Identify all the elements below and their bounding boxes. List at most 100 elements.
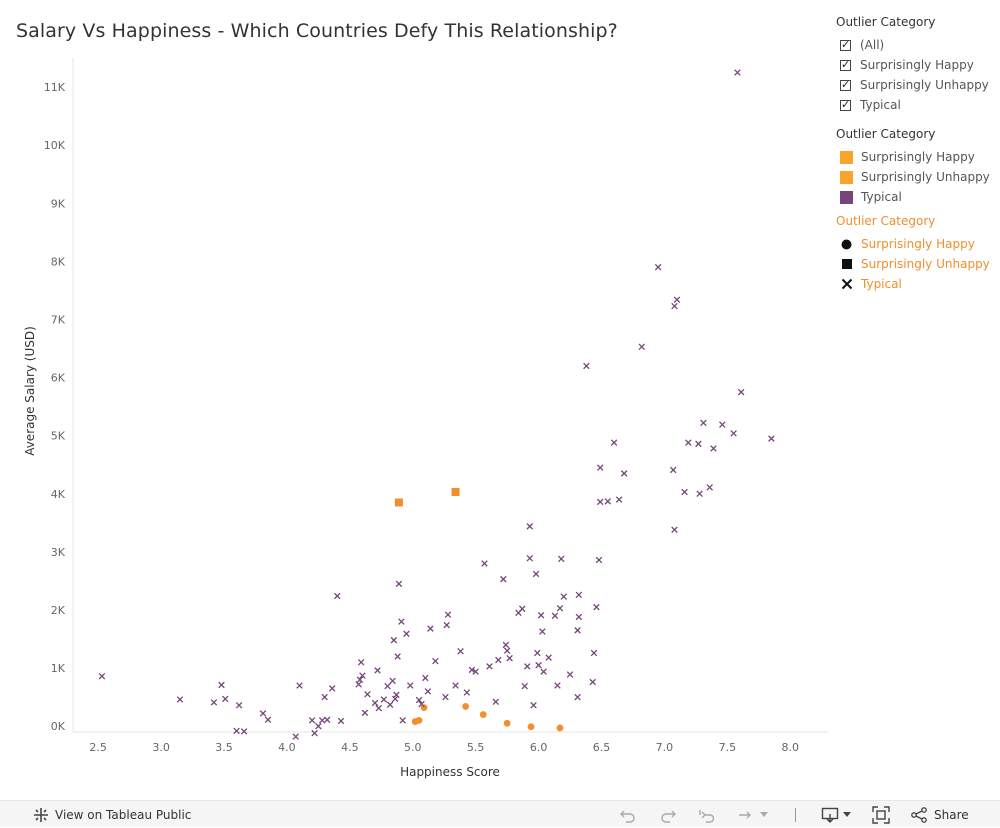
data-point[interactable] xyxy=(620,470,628,477)
data-point[interactable] xyxy=(296,682,303,689)
data-point[interactable] xyxy=(557,555,565,563)
data-point[interactable] xyxy=(695,440,702,448)
filter-item-surprisingly-unhappy[interactable]: Surprisingly Unhappy xyxy=(836,75,989,95)
data-point[interactable] xyxy=(481,560,488,567)
data-point[interactable] xyxy=(521,682,529,690)
filter-item-surprisingly-happy[interactable]: Surprisingly Happy xyxy=(836,55,989,75)
data-point[interactable] xyxy=(323,716,331,724)
data-point[interactable] xyxy=(98,672,106,680)
data-point[interactable] xyxy=(395,580,403,588)
data-point[interactable] xyxy=(556,604,564,612)
data-point[interactable] xyxy=(468,666,476,674)
data-point[interactable] xyxy=(318,717,326,724)
data-point[interactable] xyxy=(452,682,459,689)
data-point[interactable] xyxy=(768,435,775,442)
undo-button[interactable] xyxy=(619,801,637,828)
data-point[interactable] xyxy=(210,699,218,706)
data-point[interactable] xyxy=(337,717,345,725)
data-point[interactable] xyxy=(654,263,662,271)
data-point[interactable] xyxy=(518,605,526,613)
checkbox-icon[interactable] xyxy=(840,98,851,111)
data-point[interactable] xyxy=(534,649,541,657)
data-point[interactable] xyxy=(371,699,379,707)
data-point[interactable] xyxy=(492,698,500,706)
data-point[interactable] xyxy=(554,682,561,689)
data-point[interactable] xyxy=(321,693,328,701)
data-point[interactable] xyxy=(574,627,581,634)
data-point[interactable] xyxy=(418,700,425,708)
download-button[interactable] xyxy=(821,801,851,828)
data-point[interactable] xyxy=(443,621,450,629)
filter-item-typical[interactable]: Typical xyxy=(836,95,989,115)
data-point[interactable] xyxy=(384,682,391,690)
data-point[interactable] xyxy=(463,689,471,696)
data-point[interactable] xyxy=(696,490,703,498)
data-point[interactable] xyxy=(486,663,493,670)
data-point[interactable] xyxy=(535,661,542,669)
data-point[interactable] xyxy=(398,618,405,625)
data-point[interactable] xyxy=(575,613,583,621)
data-point[interactable] xyxy=(235,702,243,709)
data-point[interactable] xyxy=(730,430,737,437)
data-point[interactable] xyxy=(575,591,583,599)
data-point[interactable] xyxy=(671,302,678,310)
data-point[interactable] xyxy=(292,733,299,740)
data-point[interactable] xyxy=(375,704,383,712)
data-point[interactable] xyxy=(415,696,423,704)
filter-item-all[interactable]: (All) xyxy=(836,35,989,55)
data-point[interactable] xyxy=(311,729,318,737)
data-point[interactable] xyxy=(479,711,487,718)
data-point[interactable] xyxy=(537,611,545,619)
data-point[interactable] xyxy=(394,498,403,507)
data-point[interactable] xyxy=(596,464,604,471)
data-point[interactable] xyxy=(604,498,612,505)
data-point[interactable] xyxy=(495,656,502,664)
data-point[interactable] xyxy=(176,696,184,703)
data-point[interactable] xyxy=(610,439,618,446)
data-point[interactable] xyxy=(526,555,534,562)
shape-item-surprisingly-unhappy[interactable]: Surprisingly Unhappy xyxy=(836,254,990,274)
data-point[interactable] xyxy=(574,693,581,701)
data-point[interactable] xyxy=(355,681,362,688)
data-point[interactable] xyxy=(523,663,531,670)
data-point[interactable] xyxy=(710,445,717,452)
data-point[interactable] xyxy=(391,695,399,703)
data-point[interactable] xyxy=(457,647,464,655)
data-point[interactable] xyxy=(706,484,713,491)
data-point[interactable] xyxy=(380,696,388,703)
data-point[interactable] xyxy=(356,676,364,683)
data-point[interactable] xyxy=(502,641,510,649)
data-point[interactable] xyxy=(503,719,511,727)
data-point[interactable] xyxy=(308,717,316,724)
data-point[interactable] xyxy=(361,709,369,717)
data-point[interactable] xyxy=(403,630,410,638)
data-point[interactable] xyxy=(685,439,692,446)
data-point[interactable] xyxy=(615,496,623,503)
data-point[interactable] xyxy=(399,717,406,724)
fullscreen-button[interactable] xyxy=(872,801,890,828)
data-point[interactable] xyxy=(700,419,707,427)
data-point[interactable] xyxy=(386,701,394,708)
data-point[interactable] xyxy=(451,488,460,497)
data-point[interactable] xyxy=(240,728,248,735)
data-point[interactable] xyxy=(415,716,423,724)
data-point[interactable] xyxy=(530,702,537,709)
data-point[interactable] xyxy=(444,611,452,618)
data-point[interactable] xyxy=(442,693,449,701)
data-point[interactable] xyxy=(218,681,225,689)
data-point[interactable] xyxy=(233,727,240,735)
shape-item-typical[interactable]: Typical xyxy=(836,274,990,294)
color-item-surprisingly-happy[interactable]: Surprisingly Happy xyxy=(836,147,990,167)
data-point[interactable] xyxy=(671,526,678,534)
data-point[interactable] xyxy=(406,682,414,689)
data-point[interactable] xyxy=(681,488,688,496)
data-point[interactable] xyxy=(422,674,429,682)
shape-item-surprisingly-happy[interactable]: Surprisingly Happy xyxy=(836,234,990,254)
checkbox-icon[interactable] xyxy=(840,78,851,91)
data-point[interactable] xyxy=(424,688,432,695)
data-point[interactable] xyxy=(315,722,322,730)
view-on-tableau-link[interactable]: View on Tableau Public xyxy=(33,801,191,828)
data-point[interactable] xyxy=(420,704,428,711)
data-point[interactable] xyxy=(589,678,596,686)
data-point[interactable] xyxy=(328,685,336,692)
